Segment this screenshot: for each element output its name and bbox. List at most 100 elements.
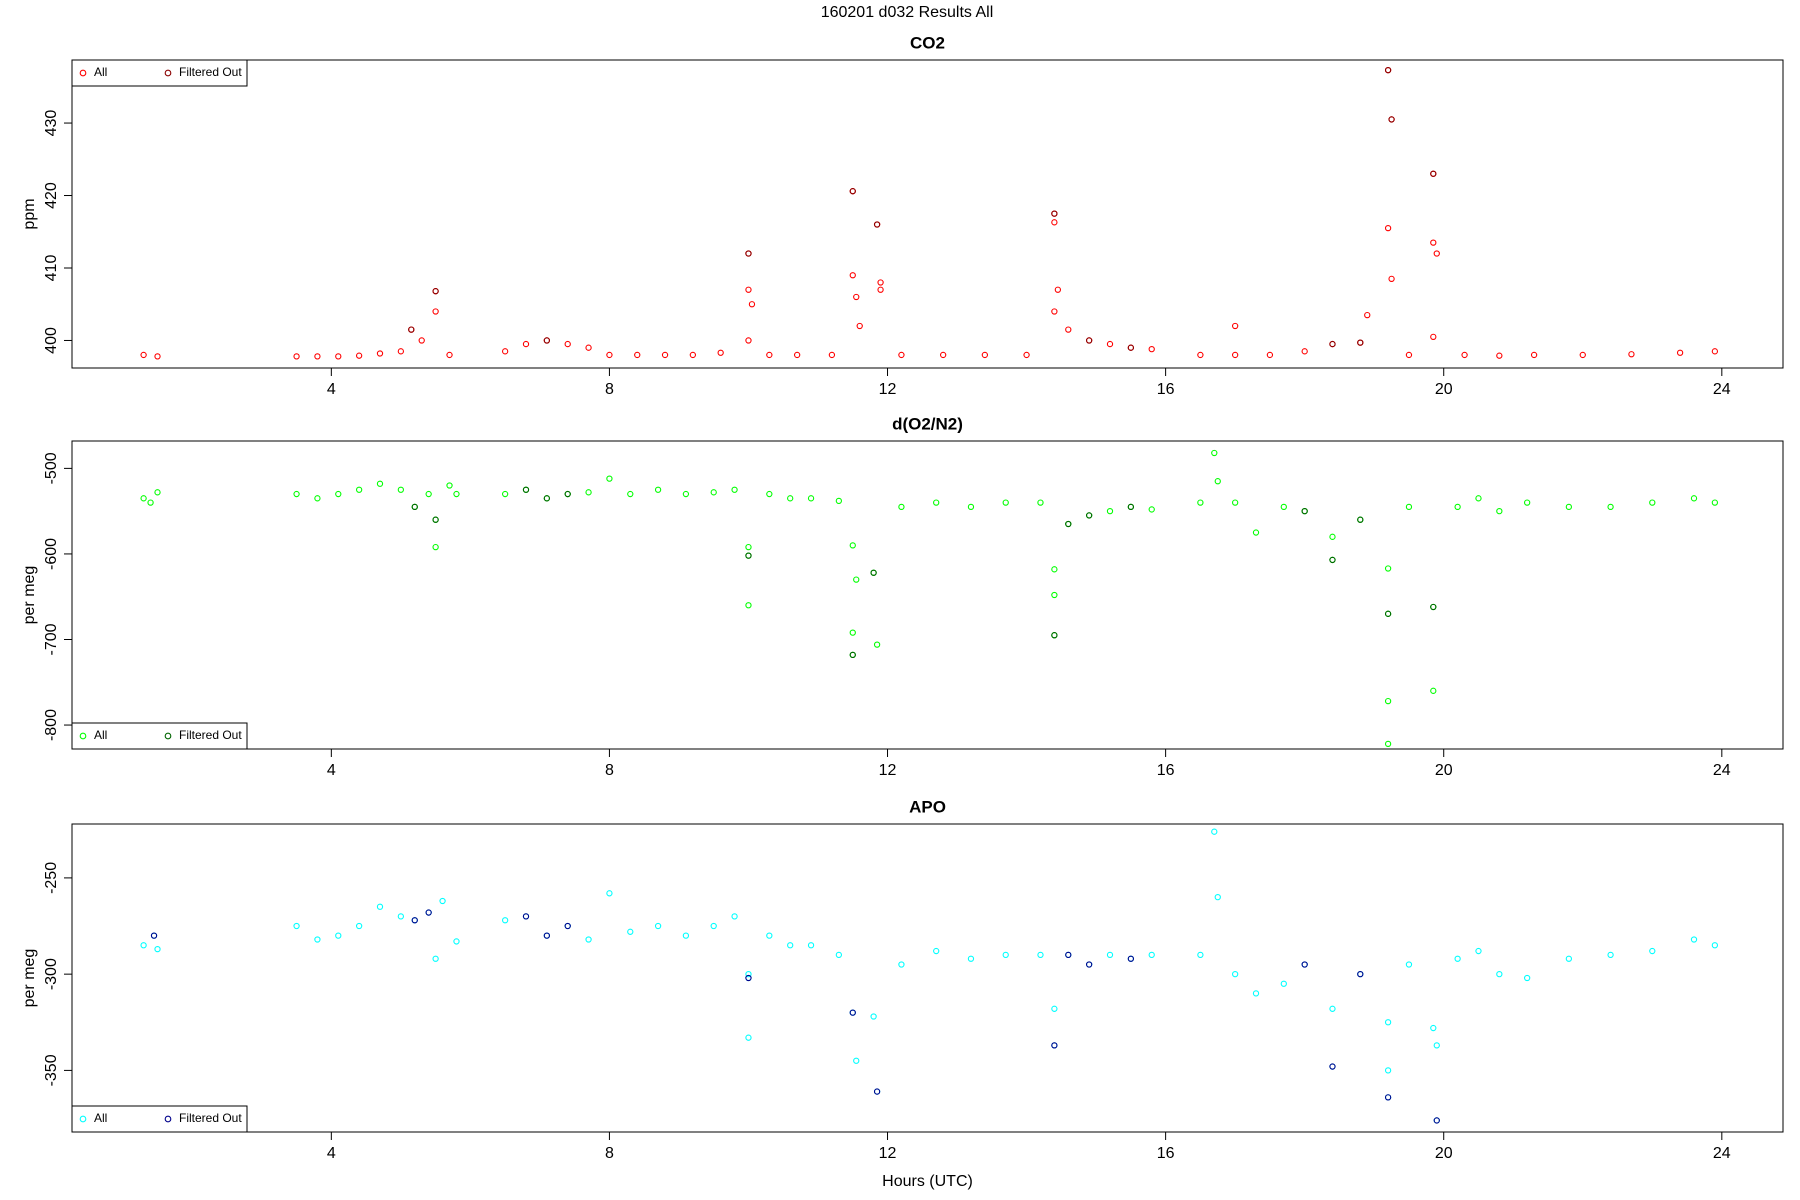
x-tick-label: 12 <box>879 381 897 398</box>
data-point <box>432 543 439 551</box>
data-point <box>154 489 161 496</box>
data-point <box>873 221 881 228</box>
legend-label: All <box>94 1111 107 1125</box>
data-point <box>1384 1067 1392 1074</box>
data-point <box>335 932 342 939</box>
data-point <box>1405 503 1413 511</box>
data-point <box>1085 961 1093 968</box>
data-point <box>355 922 363 930</box>
data-point <box>1054 286 1062 293</box>
legend-label: Filtered Out <box>179 65 242 79</box>
y-tick-label: -800 <box>43 709 60 741</box>
y-tick-label: -350 <box>43 1054 60 1086</box>
data-point <box>1690 495 1698 502</box>
data-point <box>140 942 147 949</box>
legend-label: All <box>94 65 107 79</box>
data-point <box>1388 275 1395 283</box>
data-point <box>1148 506 1155 513</box>
data-point <box>766 351 773 359</box>
data-point <box>1127 344 1135 351</box>
x-tick-label: 8 <box>605 1145 614 1162</box>
legend-label: All <box>94 728 107 742</box>
x-tick-label: 4 <box>327 1145 336 1162</box>
data-point <box>745 286 752 293</box>
data-point <box>898 351 905 359</box>
data-point <box>543 932 551 939</box>
data-point <box>828 351 836 359</box>
data-point <box>748 301 756 308</box>
data-point <box>154 945 161 953</box>
legend-box <box>71 59 248 87</box>
data-point <box>585 344 592 351</box>
data-point <box>1384 697 1392 705</box>
data-point <box>1085 512 1093 519</box>
data-point <box>522 340 530 348</box>
data-point <box>355 352 363 359</box>
data-point <box>314 495 321 502</box>
data-point <box>1127 955 1135 962</box>
data-point <box>1280 503 1287 511</box>
data-point <box>731 913 738 920</box>
x-tick-label: 20 <box>1435 762 1453 779</box>
x-tick-label: 4 <box>327 762 336 779</box>
data-point <box>154 353 161 360</box>
data-point <box>606 351 613 359</box>
data-point <box>1523 974 1531 982</box>
data-point <box>335 490 342 498</box>
legend-marker <box>79 69 87 77</box>
data-point <box>1106 340 1114 348</box>
y-tick-label: -300 <box>43 958 60 990</box>
data-point <box>1051 591 1058 599</box>
data-point <box>933 499 940 506</box>
data-point <box>543 495 551 502</box>
data-point <box>150 932 158 939</box>
data-point <box>293 353 300 360</box>
data-point <box>933 947 940 955</box>
data-point <box>873 641 881 648</box>
plot-frame <box>71 823 1784 1133</box>
data-point <box>147 499 154 506</box>
data-point <box>140 495 147 502</box>
data-point <box>446 482 453 489</box>
data-point <box>1301 961 1308 968</box>
data-point <box>293 490 300 498</box>
data-point <box>408 326 415 333</box>
data-point <box>314 936 321 943</box>
data-point <box>1023 351 1030 359</box>
plot-frame <box>71 59 1784 369</box>
data-point <box>1002 499 1009 506</box>
data-point <box>293 922 300 930</box>
data-point <box>1214 478 1221 485</box>
panel-title: d(O2/N2) <box>892 414 963 433</box>
data-point <box>849 188 856 195</box>
data-point <box>898 961 905 968</box>
data-point <box>1454 955 1461 962</box>
x-tick-label: 12 <box>879 762 897 779</box>
data-point <box>1148 346 1155 353</box>
data-point <box>1454 503 1461 511</box>
x-tick-label: 20 <box>1435 381 1453 398</box>
y-tick-label: -600 <box>43 538 60 570</box>
data-point <box>564 340 571 348</box>
data-point <box>1430 239 1437 246</box>
data-point <box>787 942 794 949</box>
data-point <box>1433 1042 1440 1049</box>
data-point <box>355 486 363 493</box>
data-point <box>1065 326 1072 333</box>
data-point <box>606 890 613 897</box>
data-point <box>397 348 405 355</box>
data-point <box>1433 250 1440 257</box>
data-point <box>745 337 752 344</box>
data-point <box>710 922 717 930</box>
data-point <box>1051 219 1058 226</box>
data-point <box>335 353 342 360</box>
data-point <box>849 272 856 279</box>
data-point <box>606 475 613 482</box>
data-point <box>627 490 634 498</box>
data-point <box>853 1057 860 1064</box>
data-point <box>1252 529 1260 536</box>
legend-marker <box>164 69 172 77</box>
data-point <box>1357 971 1364 978</box>
data-point <box>1384 224 1392 232</box>
x-tick-label: 4 <box>327 381 336 398</box>
